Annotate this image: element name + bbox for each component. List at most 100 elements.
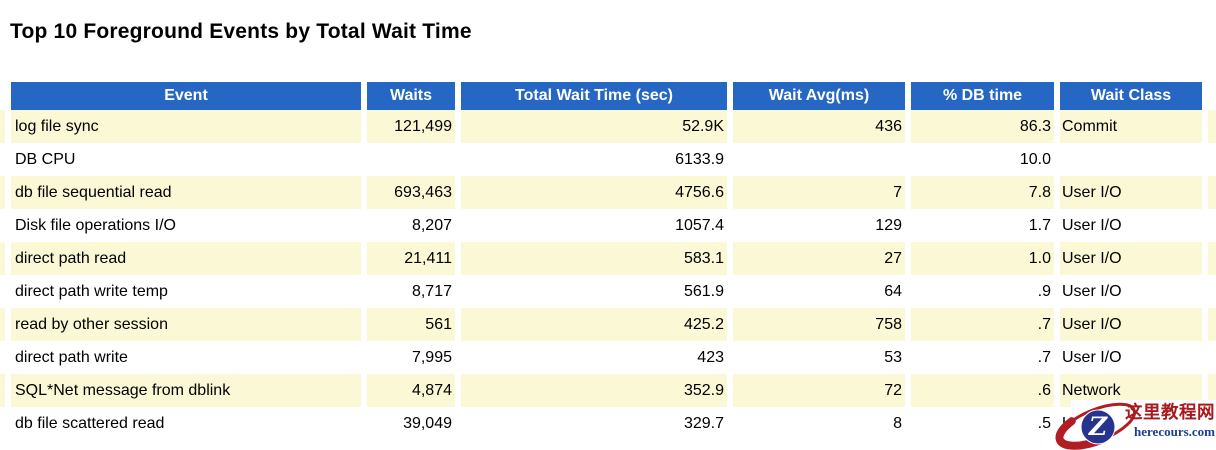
row-edge-sliver (1208, 143, 1216, 176)
cell-waits: 4,874 (411, 381, 452, 399)
row-edge-sliver (1208, 209, 1216, 242)
cell-pct_db_time: 86.3 (1019, 117, 1051, 135)
watermark-texts: 这里教程网 herecours.com (1125, 402, 1215, 440)
row-edge-sliver (1208, 242, 1216, 275)
watermark-site-url: herecours.com (1134, 424, 1215, 439)
row-edge-sliver (0, 308, 5, 341)
cell-wait_avg_ms: 129 (875, 216, 902, 234)
table-row: direct path write 7,995 423 53 .7 User I/O (0, 341, 1216, 374)
cell-event: direct path write temp (15, 282, 168, 300)
cell-wait_avg_ms: 436 (875, 117, 902, 135)
cell-total_wait_time_sec: 423 (697, 348, 724, 366)
cell-wait_class: User I/O (1062, 348, 1122, 366)
cell-wait_class: User I/O (1062, 249, 1122, 267)
cell-pct_db_time: .6 (1037, 381, 1051, 399)
cell-waits (367, 143, 455, 176)
column-header-wait_avg_ms: Wait Avg(ms) (733, 82, 905, 110)
table-row: Disk file operations I/O 8,207 1057.4 129 1.… (0, 209, 1216, 242)
cell-wait_avg_ms: 27 (884, 249, 902, 267)
cell-event: direct path read (15, 249, 127, 267)
row-edge-sliver (0, 176, 5, 209)
cell-pct_db_time: 10.0 (1019, 150, 1051, 168)
cell-event: db file sequential read (15, 183, 172, 201)
cell-total_wait_time_sec: 6133.9 (675, 150, 724, 168)
cell-waits: 8,717 (411, 282, 452, 300)
cell-pct_db_time: .7 (1037, 348, 1051, 366)
cell-wait_avg_ms: 758 (875, 315, 902, 333)
row-edge-sliver (0, 110, 5, 143)
table-row: db file scattered read39,049329.78.5User… (0, 407, 1216, 440)
cell-waits: 21,411 (404, 249, 452, 267)
cell-event: read by other session (15, 315, 168, 333)
row-edge-sliver (1208, 341, 1216, 374)
top-events-table: Event Waits Total Wait Time (sec) Wait Avg(… (0, 82, 1216, 440)
cell-waits: 693,463 (394, 183, 452, 201)
table-row: read by other session 561 425.2 758 .7 User I… (0, 308, 1216, 341)
cell-event: DB CPU (15, 150, 76, 168)
cell-wait_class: User I/O (1062, 183, 1122, 201)
row-edge-sliver (0, 374, 5, 407)
cell-wait_avg_ms (733, 143, 905, 176)
row-edge-sliver (0, 275, 5, 308)
cell-event: db file scattered read (15, 414, 165, 432)
watermark-site-name: 这里教程网 (1125, 403, 1215, 423)
cell-event: Disk file operations I/O (15, 216, 176, 234)
cell-wait_avg_ms: 53 (884, 348, 902, 366)
row-edge-sliver (1208, 275, 1216, 308)
cell-wait_class: User I/O (1062, 315, 1122, 333)
row-edge-sliver (1208, 176, 1216, 209)
cell-wait_class: User I/O (1062, 216, 1122, 234)
table-row: direct path read 21,411 583.1 27 1.0 User I/O (0, 242, 1216, 275)
table-row: DB CPU 6133.9 10.0 (0, 143, 1216, 176)
cell-wait_avg_ms: 72 (884, 381, 902, 399)
column-header-waits: Waits (367, 82, 455, 110)
row-edge-sliver (1208, 308, 1216, 341)
cell-event: log file sync (15, 117, 99, 135)
cell-waits: 39,049 (403, 414, 452, 432)
cell-wait_avg_ms: 7 (893, 183, 902, 201)
cell-pct_db_time: .7 (1037, 315, 1051, 333)
cell-total_wait_time_sec: 329.7 (683, 414, 724, 432)
cell-waits: 7,995 (411, 348, 452, 366)
cell-wait_avg_ms: 8 (893, 414, 902, 432)
table-row: log file sync 121,499 52.9K 436 86.3 Commit (0, 110, 1216, 143)
cell-total_wait_time_sec: 1057.4 (675, 216, 724, 234)
logo-letter: Z (1088, 412, 1108, 441)
cell-wait_avg_ms: 64 (884, 282, 902, 300)
row-edge-sliver (0, 209, 5, 242)
column-header-wait_class: Wait Class (1060, 82, 1202, 110)
cell-waits: 121,499 (394, 117, 452, 135)
row-edge-sliver (0, 143, 5, 176)
cell-total_wait_time_sec: 583.1 (683, 249, 724, 267)
site-watermark: Z 这里教程网 herecours.com (1055, 400, 1216, 450)
cell-total_wait_time_sec: 561.9 (683, 282, 724, 300)
row-edge-sliver (1208, 82, 1216, 110)
cell-pct_db_time: 1.7 (1028, 216, 1051, 234)
cell-wait_class: Commit (1062, 117, 1118, 135)
cell-pct_db_time: .9 (1037, 282, 1051, 300)
cell-total_wait_time_sec: 425.2 (683, 315, 724, 333)
page-title: Top 10 Foreground Events by Total Wait T… (10, 20, 472, 43)
row-edge-sliver (0, 407, 5, 440)
cell-pct_db_time: 7.8 (1028, 183, 1051, 201)
cell-wait_class (1060, 143, 1202, 176)
table-row: SQL*Net message from dblink 4,874 352.9 72.… (0, 374, 1216, 407)
row-edge-sliver (0, 341, 5, 374)
row-edge-sliver (1208, 110, 1216, 143)
table-row: db file sequential read 693,463 4756.6 7 7.8… (0, 176, 1216, 209)
cell-total_wait_time_sec: 52.9K (682, 117, 724, 135)
top-events-table-wrap: Event Waits Total Wait Time (sec) Wait Avg(… (0, 82, 1216, 440)
table-row: direct path write temp 8,717 561.9 64 .9 User… (0, 275, 1216, 308)
column-header-event: Event (11, 82, 361, 110)
cell-event: SQL*Net message from dblink (15, 381, 231, 399)
cell-wait_class: Network (1062, 381, 1121, 399)
row-edge-sliver (0, 82, 5, 110)
cell-pct_db_time: .5 (1037, 414, 1051, 432)
column-header-pct_db_time: % DB time (911, 82, 1054, 110)
cell-wait_class: User I/O (1062, 282, 1122, 300)
cell-waits: 8,207 (411, 216, 452, 234)
site-logo-icon: Z (1055, 402, 1137, 450)
cell-total_wait_time_sec: 4756.6 (675, 183, 724, 201)
column-header-total_wait_time_sec: Total Wait Time (sec) (461, 82, 727, 110)
table-header-row: Event Waits Total Wait Time (sec) Wait Avg(… (0, 82, 1216, 110)
